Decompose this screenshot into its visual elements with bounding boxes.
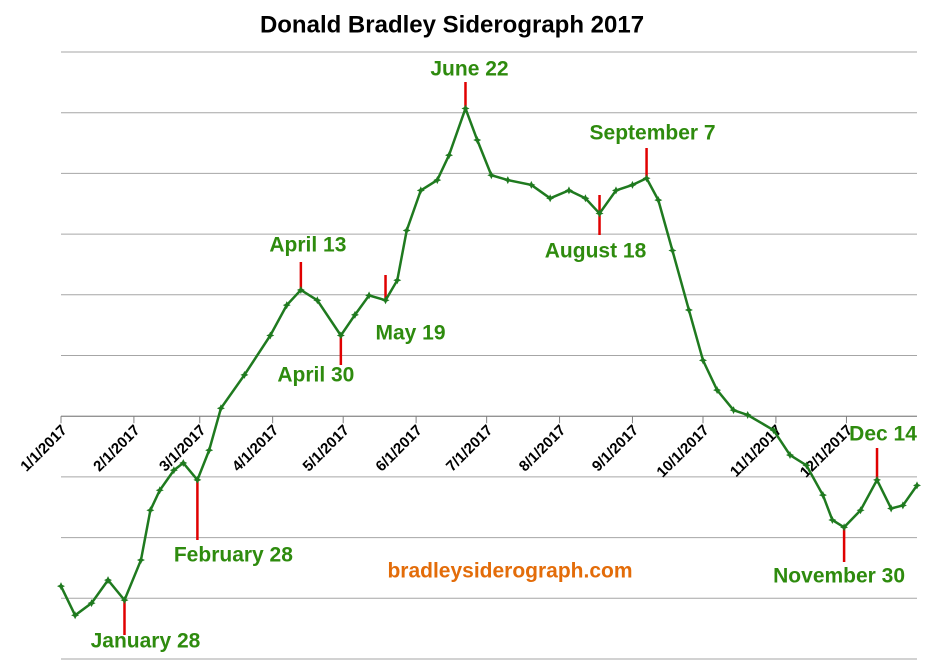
marker (266, 331, 275, 340)
marker (668, 246, 677, 255)
marker (898, 501, 907, 510)
series-line (59, 104, 919, 618)
marker (564, 186, 573, 195)
marker (503, 176, 512, 185)
annotation-label: January 28 (91, 630, 201, 653)
marker (205, 446, 214, 455)
marker (155, 486, 164, 495)
marker (381, 296, 390, 305)
marker (433, 176, 442, 185)
annotation-label: August 18 (545, 240, 647, 263)
annotation-label: May 19 (376, 322, 446, 345)
marker (240, 370, 249, 379)
marker (873, 475, 882, 484)
marker (786, 451, 795, 460)
marker (487, 171, 496, 180)
marker (699, 356, 707, 365)
marker (179, 458, 188, 467)
marker (581, 194, 590, 203)
marker (336, 331, 345, 340)
marker (743, 410, 752, 419)
marker (193, 475, 202, 484)
x-tick-label: 12/1/2017 (797, 422, 856, 481)
marker (282, 301, 291, 310)
marker (527, 180, 536, 189)
marker (393, 276, 402, 285)
marker (856, 506, 865, 515)
annotation-label: February 28 (174, 544, 293, 567)
x-tick-label: 8/1/2017 (516, 422, 569, 475)
x-tick-label: 6/1/2017 (372, 422, 425, 475)
marker (828, 515, 837, 524)
marker (416, 186, 425, 195)
marker (802, 461, 811, 470)
annotation-label: June 22 (430, 58, 508, 81)
marker (365, 291, 374, 300)
x-tick-label: 1/1/2017 (17, 422, 70, 475)
x-tick-label: 7/1/2017 (443, 422, 496, 475)
marker (57, 582, 65, 591)
marker (769, 426, 778, 435)
marker (104, 576, 113, 585)
marker (840, 523, 849, 532)
marker (136, 556, 145, 565)
annotation-label: November 30 (773, 565, 905, 588)
marker (402, 226, 411, 235)
marker (546, 194, 555, 203)
marker (628, 180, 637, 189)
chart-title: Donald Bradley Siderograph 2017 (260, 11, 644, 38)
marker (313, 296, 322, 305)
marker (71, 611, 80, 620)
watermark: bradleysiderograph.com (387, 560, 632, 583)
x-tick-label: 10/1/2017 (653, 422, 712, 481)
marker (913, 481, 921, 490)
annotation-label: April 30 (277, 364, 354, 387)
marker (461, 104, 470, 113)
marker (445, 151, 454, 160)
marker (169, 466, 178, 475)
marker (473, 136, 482, 145)
marker (642, 174, 651, 183)
marker (887, 504, 896, 513)
x-tick-label: 9/1/2017 (589, 422, 642, 475)
marker (684, 305, 693, 314)
marker (595, 209, 604, 218)
annotation-label: Dec 14 (849, 423, 917, 446)
x-tick-label: 5/1/2017 (300, 422, 353, 475)
marker (87, 599, 96, 608)
marker (713, 386, 722, 395)
marker (729, 406, 738, 415)
marker (296, 285, 305, 294)
x-tick-label: 4/1/2017 (229, 422, 282, 475)
x-tick-label: 2/1/2017 (90, 422, 143, 475)
marker (146, 506, 155, 515)
marker (611, 186, 620, 195)
marker (120, 596, 129, 605)
x-tick-label: 11/1/2017 (727, 422, 786, 481)
marker (350, 310, 359, 319)
annotation-label: April 13 (269, 234, 346, 257)
annotation-label: September 7 (590, 122, 716, 145)
marker (818, 491, 827, 500)
marker (654, 196, 663, 205)
marker (216, 404, 225, 413)
